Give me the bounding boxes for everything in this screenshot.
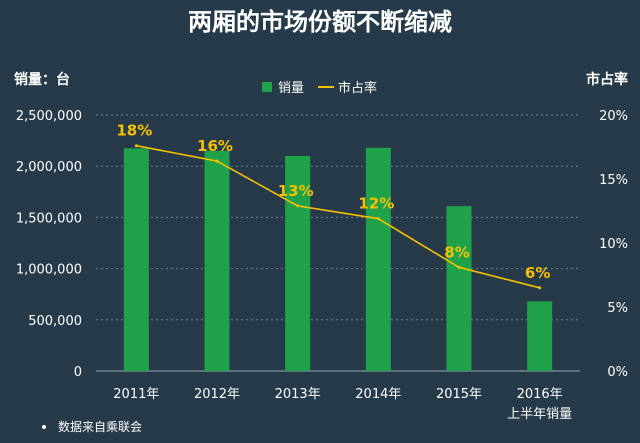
- line-point: [296, 204, 300, 208]
- market-share-line: [136, 144, 540, 289]
- y-tick-label: 2,000,000: [16, 160, 82, 175]
- data-label: 18%: [116, 122, 152, 140]
- line-point: [376, 217, 380, 221]
- x-tick-label: 2015年: [436, 387, 482, 402]
- bar: [204, 150, 230, 371]
- source-bullet: [42, 425, 46, 429]
- y2-axis-title: 市占率: [586, 71, 628, 88]
- y-tick-label: 2,500,000: [16, 109, 82, 124]
- legend-bar-label: 销量: [278, 81, 304, 96]
- chart-title: 两厢的市场份额不断缩减: [188, 8, 452, 36]
- line-point: [134, 144, 138, 148]
- bar: [446, 206, 472, 371]
- y2-tick-label: 20%: [599, 109, 628, 124]
- y2-tick-label: 0%: [607, 365, 628, 380]
- data-label: 16%: [197, 137, 233, 155]
- x-tick-sublabel: 上半年销量: [507, 407, 572, 422]
- x-tick-label: 2011年: [113, 387, 159, 402]
- x-tick-label: 2014年: [355, 387, 401, 402]
- legend-bar-swatch: [262, 82, 272, 92]
- source-note: 数据来自乘联会: [58, 419, 142, 434]
- data-label: 12%: [358, 195, 394, 213]
- y2-tick-label: 15%: [599, 173, 628, 188]
- y-axis-title: 销量：台: [14, 71, 70, 88]
- bar: [365, 147, 391, 371]
- data-label: 6%: [525, 264, 550, 282]
- bar: [527, 301, 553, 371]
- line-series: 18% 16% 13% 12% 8% 6%: [116, 122, 550, 290]
- legend-line-label: 市占率: [338, 80, 377, 96]
- x-tick-label: 2013年: [275, 387, 321, 402]
- y-axis-ticks: 0 500,000 1,000,000 1,500,000 2,000,000 2,500…: [16, 109, 82, 380]
- y-tick-label: 1,500,000: [16, 211, 82, 226]
- y-tick-label: 500,000: [28, 314, 82, 329]
- data-label: 13%: [278, 182, 314, 200]
- data-label: 8%: [444, 243, 469, 261]
- legend: 销量 市占率: [262, 80, 377, 96]
- x-tick-label: 2016年: [517, 387, 563, 402]
- line-point: [215, 159, 219, 163]
- bar: [285, 155, 311, 371]
- y2-axis-ticks: 0% 5% 10% 15% 20%: [599, 109, 628, 380]
- line-point: [538, 286, 542, 290]
- line-point: [457, 265, 461, 269]
- x-tick-label: 2012年: [194, 387, 240, 402]
- y-tick-label: 1,000,000: [16, 263, 82, 278]
- gridlines: [96, 114, 580, 372]
- bar: [123, 148, 149, 371]
- bar-series: [123, 147, 553, 371]
- y2-tick-label: 10%: [599, 237, 628, 252]
- y-tick-label: 0: [74, 365, 82, 380]
- y2-tick-label: 5%: [607, 301, 628, 316]
